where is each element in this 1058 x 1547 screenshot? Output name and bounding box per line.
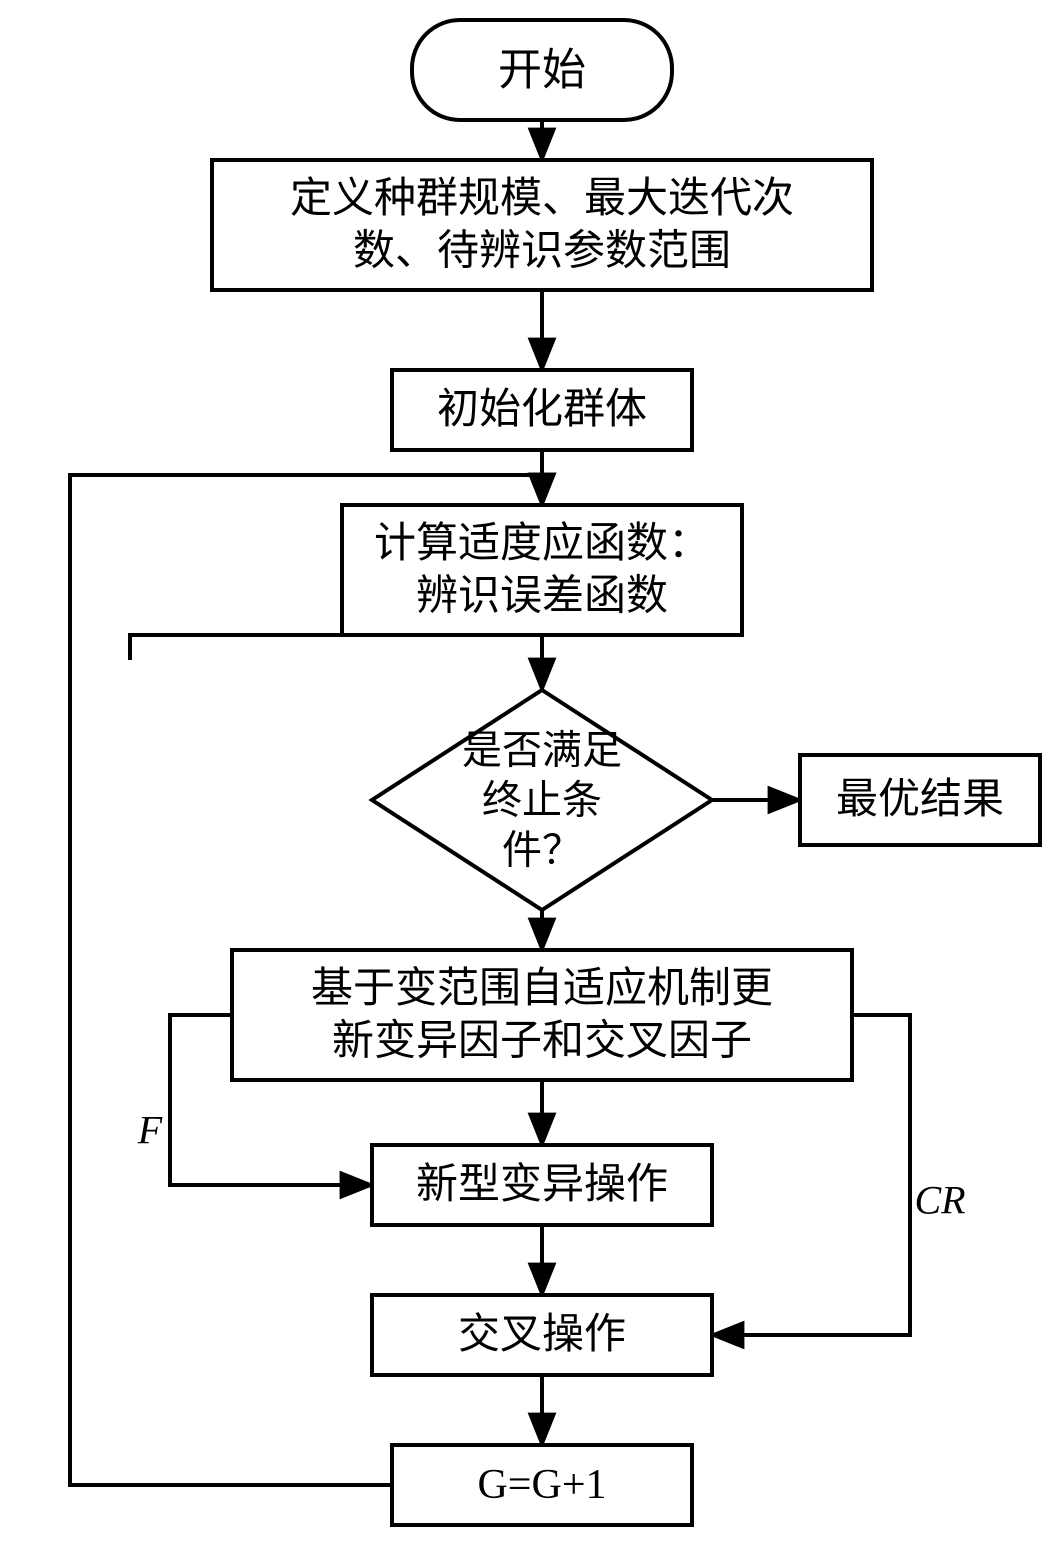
node-label-define-0: 定义种群规模、最大迭代次: [290, 175, 794, 222]
node-label-result-0: 最优结果: [836, 777, 1004, 823]
edge-label-e_F_loop: F: [137, 1108, 163, 1153]
node-decision: 是否满足终止条件？: [372, 690, 712, 910]
node-mutation: 新型变异操作: [372, 1145, 712, 1225]
node-crossover: 交叉操作: [372, 1295, 712, 1375]
node-label-fitness-1: 辨识误差函数: [416, 573, 668, 619]
node-init: 初始化群体: [392, 370, 692, 450]
node-label-decision-1: 终止条: [482, 778, 602, 823]
node-increment: G=G+1: [392, 1445, 692, 1525]
node-label-increment-0: G=G+1: [477, 1462, 606, 1508]
node-fitness: 计算适度应函数： 辨识误差函数: [342, 505, 742, 635]
edge-e_fitness_left_feedback: [130, 635, 342, 660]
node-label-init-0: 初始化群体: [437, 387, 647, 433]
node-label-decision-0: 是否满足: [462, 728, 622, 773]
node-update: 基于变范围自适应机制更新变异因子和交叉因子: [232, 950, 852, 1080]
node-start: 开始: [412, 20, 672, 120]
edge-label-e_CR_loop: CR: [914, 1178, 965, 1223]
node-label-decision-2: 件？: [502, 828, 582, 873]
node-label-update-1: 新变异因子和交叉因子: [332, 1017, 752, 1064]
node-label-start-0: 开始: [498, 46, 586, 95]
node-label-update-0: 基于变范围自适应机制更: [311, 965, 773, 1012]
node-label-fitness-0: 计算适度应函数：: [374, 520, 710, 567]
node-label-mutation-0: 新型变异操作: [416, 1161, 668, 1208]
node-define: 定义种群规模、最大迭代次数、待辨识参数范围: [212, 160, 872, 290]
node-result: 最优结果: [800, 755, 1040, 845]
node-label-crossover-0: 交叉操作: [458, 1311, 626, 1358]
node-label-define-1: 数、待辨识参数范围: [353, 227, 731, 274]
